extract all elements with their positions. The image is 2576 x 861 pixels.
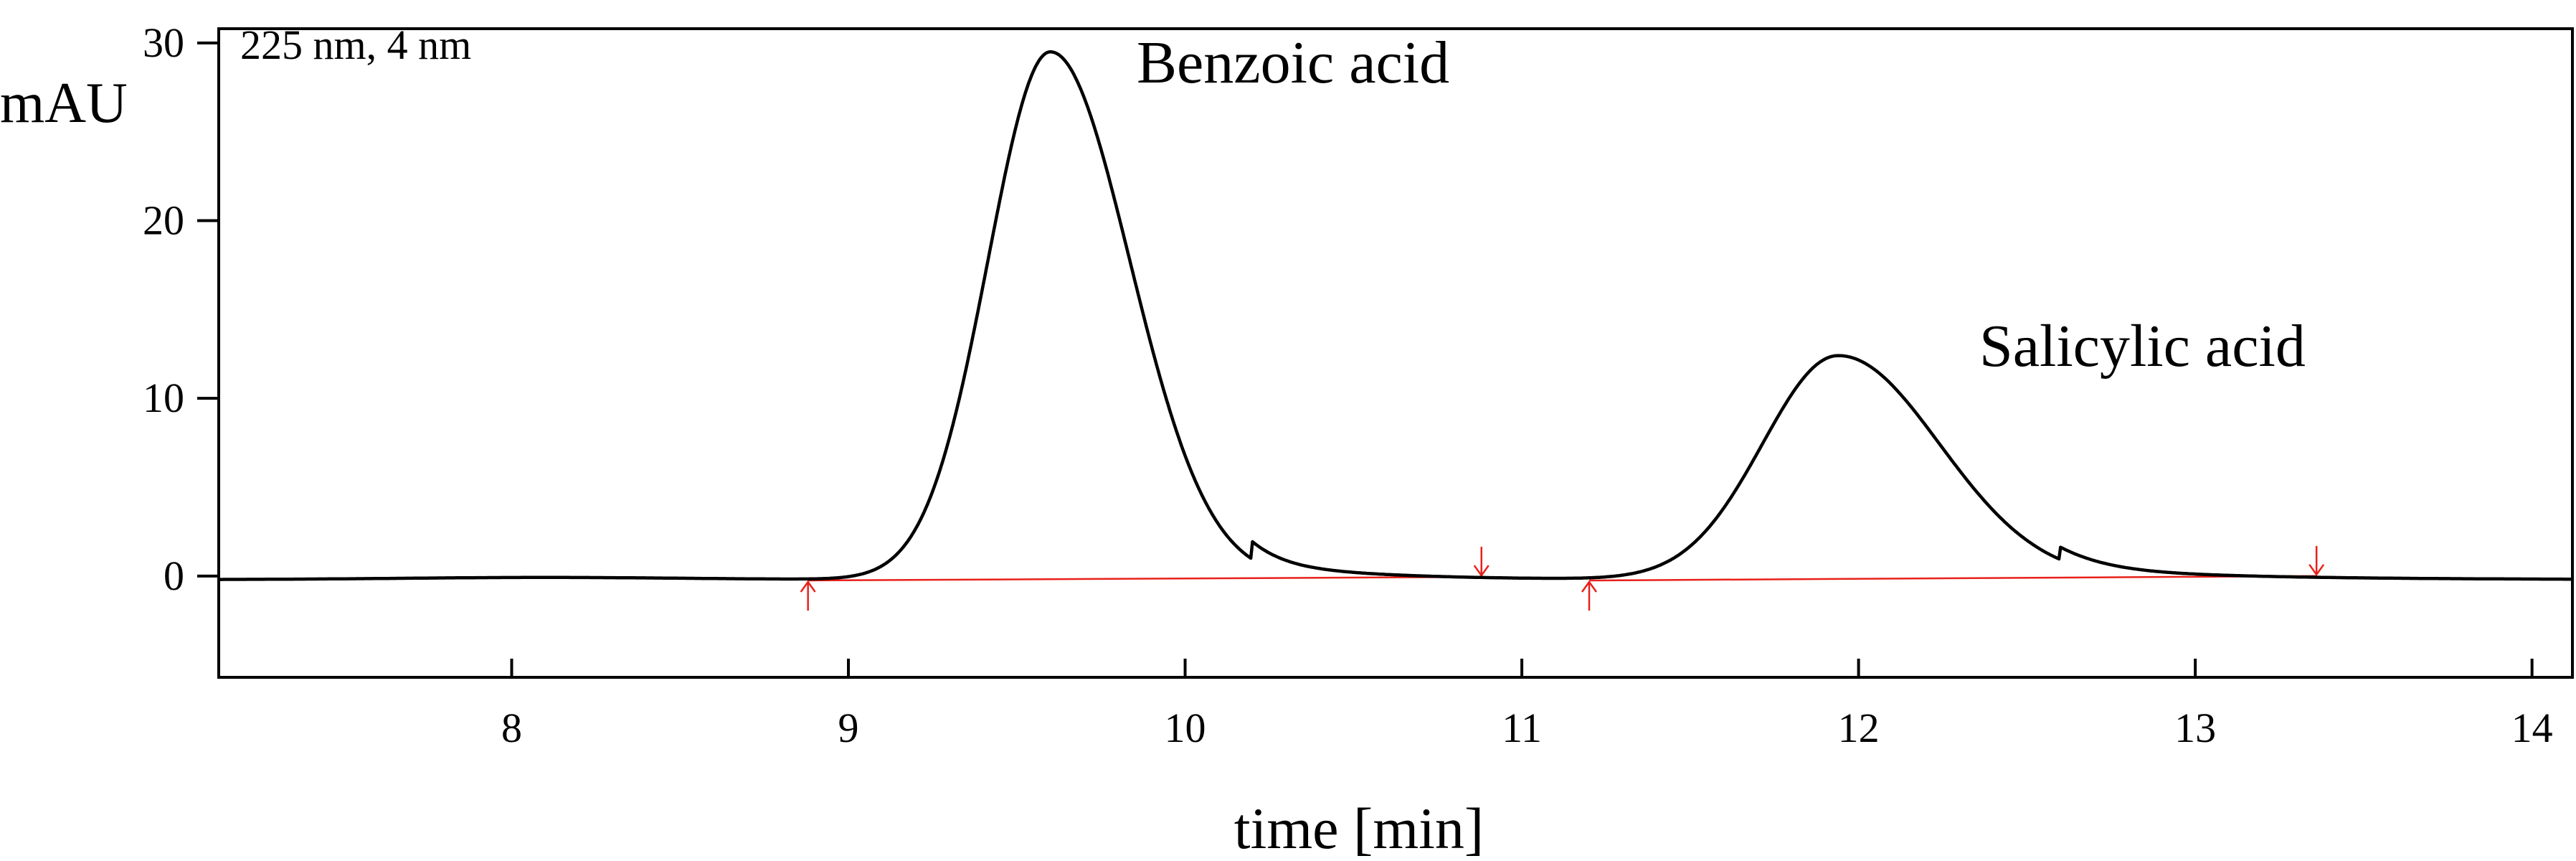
x-axis-label: time [min]: [1234, 796, 1484, 861]
x-tick-label: 8: [501, 705, 522, 751]
y-axis-label: mAU: [0, 72, 128, 135]
x-tick-label: 10: [1165, 705, 1206, 751]
plot-frame: [217, 27, 2574, 679]
x-tick-label: 13: [2174, 705, 2216, 751]
y-tick-label: 30: [143, 19, 184, 66]
integration-baseline: [1588, 575, 2317, 582]
x-tick-label: 11: [1502, 705, 1542, 751]
chromatogram-trace: [219, 50, 2572, 581]
peak-end-marker: [1473, 547, 1490, 578]
x-axis-ticks: 8 9 10 11 12 13 14: [501, 659, 2553, 751]
peak-label: Benzoic acid: [1137, 29, 1449, 96]
x-tick-label: 9: [838, 705, 859, 751]
x-tick-label: 12: [1838, 705, 1880, 751]
peak-start-marker: [1581, 580, 1597, 611]
integration-baselines: [800, 545, 2325, 611]
peak-label: Salicylic acid: [1979, 313, 2306, 380]
peak-labels: Benzoic acid Salicylic acid: [1137, 29, 2306, 380]
corner-label: 225 nm, 4 nm: [240, 22, 471, 68]
y-axis-ticks: 0 10 20 30: [143, 19, 219, 599]
integration-baseline: [808, 575, 1482, 582]
x-tick-label: 14: [2511, 705, 2553, 751]
y-tick-label: 20: [143, 197, 184, 243]
y-tick-label: 0: [164, 552, 184, 599]
peak-end-marker: [2309, 545, 2325, 576]
peak-start-marker: [800, 580, 816, 611]
y-tick-label: 10: [143, 375, 184, 421]
